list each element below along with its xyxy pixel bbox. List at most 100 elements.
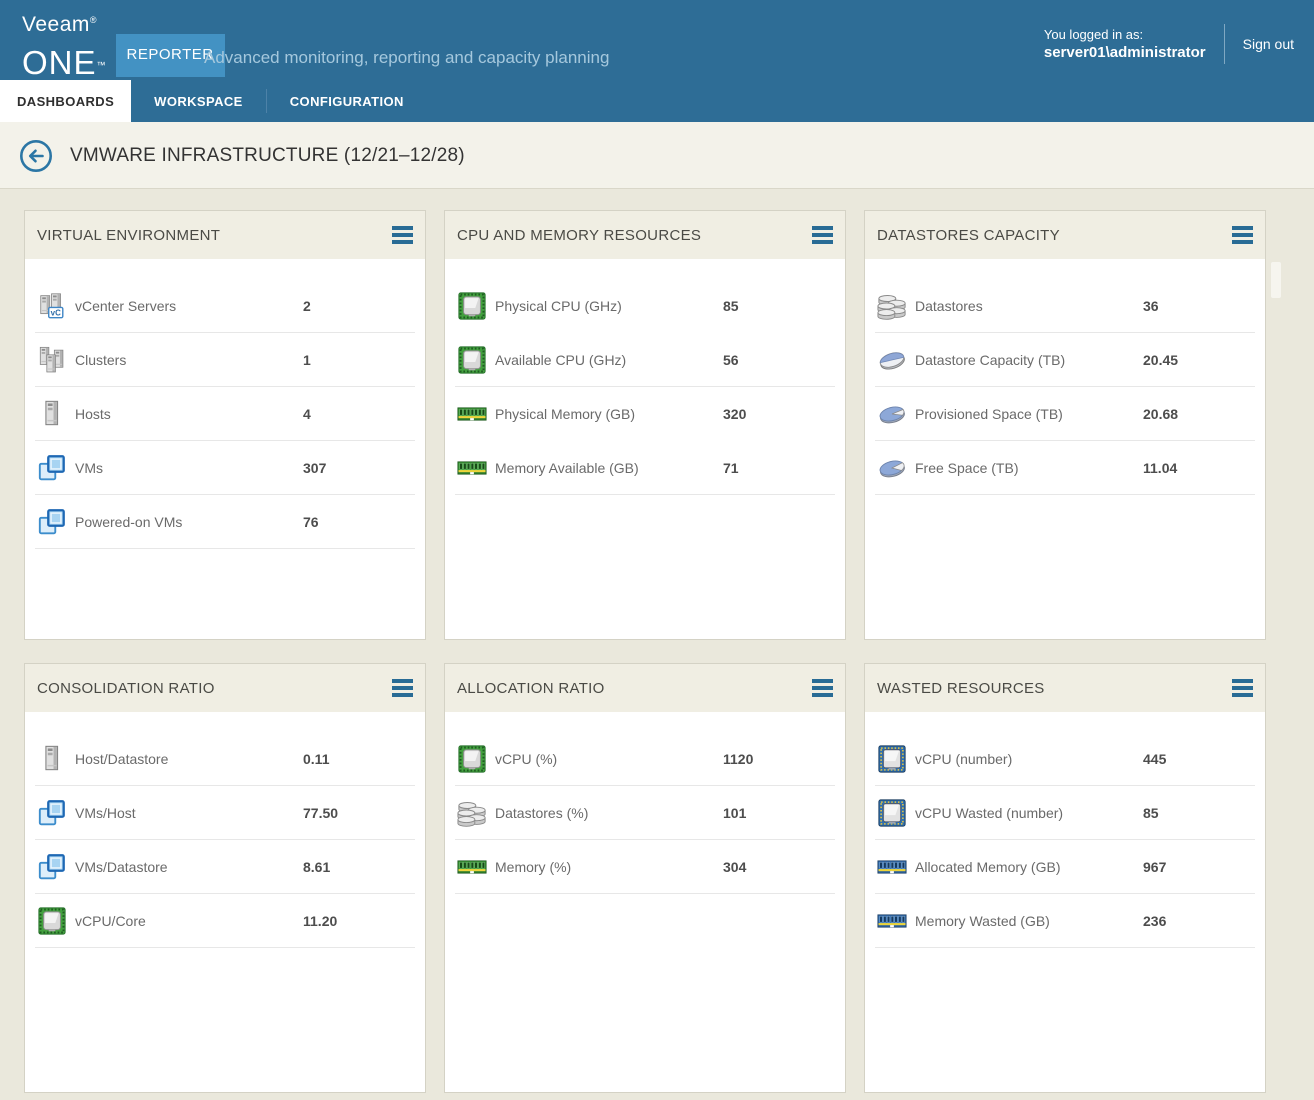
metric-value: 20.68 [1143, 405, 1179, 422]
metric-label: Memory (%) [495, 858, 572, 875]
metric-row[interactable]: Host/Datastore 0.11 [35, 732, 415, 786]
hamburger-menu-icon[interactable] [1232, 674, 1253, 702]
nav-separator [265, 89, 267, 113]
metric-value: 1120 [723, 750, 754, 767]
cluster-icon [37, 345, 67, 375]
memory-blue-icon [877, 906, 907, 936]
memory-icon [457, 852, 487, 882]
metric-label: Datastore Capacity (TB) [915, 351, 1066, 368]
vcenter-server-icon [37, 291, 67, 321]
metric-row[interactable]: Powered-on VMs 76 [35, 495, 415, 549]
card-title: WASTED RESOURCES [877, 679, 1045, 697]
brand-one: ONE™ REPORTER [22, 34, 225, 80]
card-body: vCPU (%) 1120 Datastores (%) 101 Memory … [445, 712, 845, 894]
host-icon [37, 744, 67, 774]
metric-value: 56 [723, 351, 739, 368]
metric-value: 304 [723, 858, 747, 875]
metric-row[interactable]: Free Space (TB) 11.04 [875, 441, 1255, 495]
metric-label: Hosts [75, 405, 111, 422]
card-header: DATASTORES CAPACITY [865, 211, 1265, 259]
tagline: Advanced monitoring, reporting and capac… [204, 48, 610, 67]
metric-value: 2 [303, 297, 311, 314]
card-header: VIRTUAL ENVIRONMENT [25, 211, 425, 259]
hamburger-menu-icon[interactable] [392, 674, 413, 702]
host-icon [37, 399, 67, 429]
card-header: CONSOLIDATION RATIO [25, 664, 425, 712]
tab-configuration[interactable]: CONFIGURATION [289, 93, 404, 109]
metric-row[interactable]: Datastores 36 [875, 279, 1255, 333]
metric-row[interactable]: vCPU (number) 445 [875, 732, 1255, 786]
metric-value: 85 [723, 297, 739, 314]
datastore-stack-icon [877, 291, 907, 321]
metric-row[interactable]: Hosts 4 [35, 387, 415, 441]
logged-in-info: You logged in as: server01\administrator [1044, 26, 1206, 62]
hamburger-menu-icon[interactable] [1232, 221, 1253, 249]
metric-row[interactable]: Datastore Capacity (TB) 20.45 [875, 333, 1255, 387]
tab-dashboards[interactable]: DASHBOARDS [0, 80, 132, 122]
hamburger-menu-icon[interactable] [392, 221, 413, 249]
sign-out-button[interactable]: Sign out [1242, 36, 1294, 52]
reporter-badge: REPORTER [115, 34, 225, 77]
page-title: VMWARE INFRASTRUCTURE (12/21–12/28) [70, 145, 465, 166]
metric-row[interactable]: vCenter Servers 2 [35, 279, 415, 333]
back-button[interactable] [19, 139, 53, 173]
metric-row[interactable]: vCPU/Core 11.20 [35, 894, 415, 948]
metric-label: vCPU Wasted (number) [915, 804, 1064, 821]
vcpu-blue-icon [877, 744, 907, 774]
card-wasted-resources: WASTED RESOURCES vCPU (number) 445 vCPU … [864, 663, 1266, 1093]
metric-value: 101 [723, 804, 747, 821]
memory-icon [457, 453, 487, 483]
metric-value: 71 [723, 459, 739, 476]
cpu-icon [37, 906, 67, 936]
card-body: vCPU (number) 445 vCPU Wasted (number) 8… [865, 712, 1265, 948]
metric-row[interactable]: Memory Available (GB) 71 [455, 441, 835, 495]
metric-value: 445 [1143, 750, 1167, 767]
metric-label: vCenter Servers [75, 297, 177, 314]
metric-row[interactable]: Memory (%) 304 [455, 840, 835, 894]
scrollbar-thumb[interactable] [1271, 262, 1281, 298]
metric-row[interactable]: Datastores (%) 101 [455, 786, 835, 840]
logged-in-username: server01\administrator [1043, 44, 1206, 61]
metric-row[interactable]: Provisioned Space (TB) 20.68 [875, 387, 1255, 441]
metric-label: Physical CPU (GHz) [495, 297, 622, 314]
metric-row[interactable]: Available CPU (GHz) 56 [455, 333, 835, 387]
card-cpu-memory-resources: CPU AND MEMORY RESOURCES Physical CPU (G… [444, 210, 846, 640]
metric-label: vCPU/Core [75, 912, 146, 929]
metric-row[interactable]: VMs/Datastore 8.61 [35, 840, 415, 894]
metric-row[interactable]: Allocated Memory (GB) 967 [875, 840, 1255, 894]
pie-chart-icon [877, 453, 907, 483]
card-body: Physical CPU (GHz) 85 Available CPU (GHz… [445, 259, 845, 495]
metric-value: 4 [303, 405, 311, 422]
metric-value: 20.45 [1143, 351, 1179, 368]
metric-row[interactable]: Physical Memory (GB) 320 [455, 387, 835, 441]
cpu-icon [457, 744, 487, 774]
tab-workspace[interactable]: WORKSPACE [154, 93, 243, 109]
metric-value: 320 [723, 405, 747, 422]
metric-row[interactable]: vCPU Wasted (number) 85 [875, 786, 1255, 840]
card-datastores-capacity: DATASTORES CAPACITY Datastores 36 Datast… [864, 210, 1266, 640]
vm-icon [37, 852, 67, 882]
metric-row[interactable]: Clusters 1 [35, 333, 415, 387]
metric-value: 0.11 [303, 750, 330, 767]
metric-label: Host/Datastore [75, 750, 169, 767]
card-title: CPU AND MEMORY RESOURCES [457, 226, 702, 244]
metric-row[interactable]: Physical CPU (GHz) 85 [455, 279, 835, 333]
hamburger-menu-icon[interactable] [812, 221, 833, 249]
metric-label: Powered-on VMs [75, 513, 183, 530]
metric-label: VMs/Host [75, 804, 136, 821]
metric-row[interactable]: VMs/Host 77.50 [35, 786, 415, 840]
hamburger-menu-icon[interactable] [812, 674, 833, 702]
main-nav: DASHBOARDS WORKSPACE CONFIGURATION [0, 80, 427, 122]
cpu-icon [457, 345, 487, 375]
metric-row[interactable]: Memory Wasted (GB) 236 [875, 894, 1255, 948]
metric-value: 11.04 [1143, 459, 1178, 476]
metric-label: Provisioned Space (TB) [915, 405, 1063, 422]
metric-row[interactable]: VMs 307 [35, 441, 415, 495]
card-body: Datastores 36 Datastore Capacity (TB) 20… [865, 259, 1265, 495]
metric-label: Available CPU (GHz) [495, 351, 627, 368]
metric-label: VMs [75, 459, 103, 476]
metric-value: 77.50 [303, 804, 339, 821]
metric-label: Datastores [915, 297, 983, 314]
metric-row[interactable]: vCPU (%) 1120 [455, 732, 835, 786]
memory-blue-icon [877, 852, 907, 882]
